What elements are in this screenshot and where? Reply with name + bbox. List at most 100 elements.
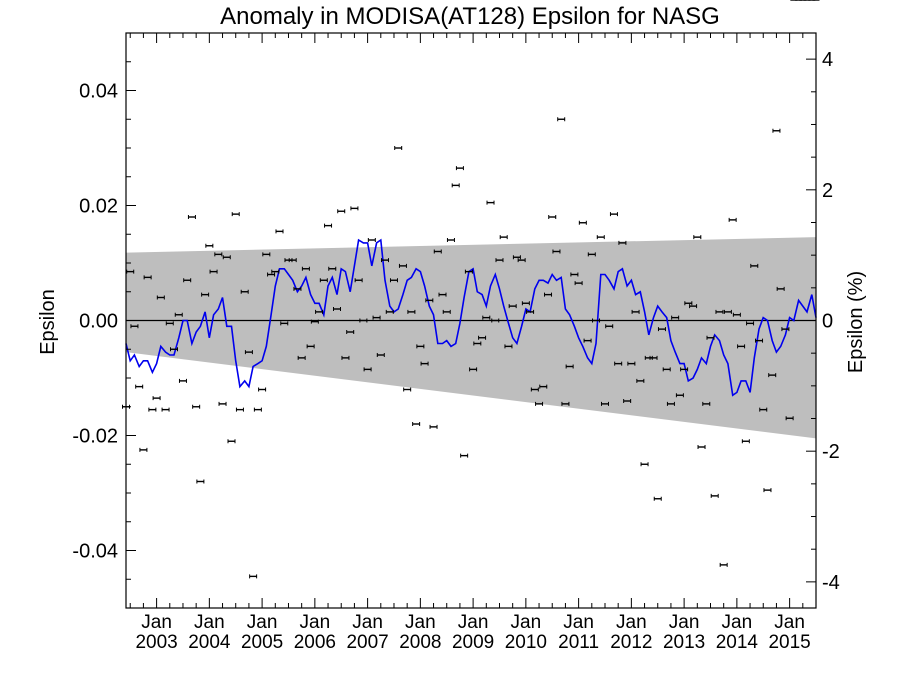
x-tick-label-year: 2009 xyxy=(452,632,494,653)
data-point xyxy=(671,315,680,320)
data-point xyxy=(201,292,210,297)
data-point xyxy=(244,350,253,355)
x-tick-label-year: 2003 xyxy=(135,632,177,653)
data-point xyxy=(640,462,649,467)
data-point xyxy=(372,315,381,320)
data-point xyxy=(178,378,187,383)
data-point xyxy=(389,278,398,283)
data-point xyxy=(785,416,794,421)
data-point xyxy=(473,341,482,346)
data-point xyxy=(486,200,495,205)
data-point xyxy=(530,387,539,392)
data-point xyxy=(548,215,557,219)
uncertainty-band xyxy=(126,237,816,439)
data-point xyxy=(512,255,521,260)
data-point xyxy=(433,249,442,254)
data-point xyxy=(394,146,403,150)
data-point xyxy=(446,238,455,242)
data-point xyxy=(649,355,658,360)
data-point xyxy=(499,235,508,240)
data-point xyxy=(750,263,759,268)
data-point xyxy=(363,367,372,372)
data-point xyxy=(196,479,205,484)
data-point xyxy=(675,393,684,398)
data-points-layer xyxy=(122,0,820,579)
data-point xyxy=(539,384,548,389)
data-point xyxy=(258,387,267,392)
data-point xyxy=(306,344,315,349)
data-point xyxy=(315,309,324,314)
data-point xyxy=(227,439,236,444)
data-point xyxy=(126,269,135,274)
data-point xyxy=(367,238,376,242)
x-tick-label-month: Jan xyxy=(616,612,647,633)
data-point xyxy=(478,335,487,340)
data-point xyxy=(218,401,227,406)
data-point xyxy=(618,240,627,245)
data-point xyxy=(249,574,258,579)
data-point xyxy=(609,212,618,217)
data-point xyxy=(451,183,460,188)
data-point xyxy=(469,367,478,372)
data-point xyxy=(596,235,605,240)
data-point xyxy=(235,407,244,412)
data-point xyxy=(723,309,732,314)
data-point xyxy=(768,373,777,378)
data-point xyxy=(693,235,702,240)
data-point xyxy=(214,252,223,257)
data-point xyxy=(702,401,711,406)
series-line-layer xyxy=(125,238,817,397)
data-point xyxy=(407,309,416,314)
data-point xyxy=(759,407,768,412)
x-tick-label-month: Jan xyxy=(722,612,753,633)
data-point xyxy=(222,255,231,260)
y-tick-label-right: 2 xyxy=(822,180,833,202)
data-point xyxy=(776,286,785,291)
data-point xyxy=(403,387,412,392)
data-point xyxy=(341,355,350,360)
data-point xyxy=(557,117,566,122)
data-point xyxy=(143,275,152,280)
data-point xyxy=(231,212,240,217)
x-tick-label-month: Jan xyxy=(774,612,805,633)
y-tick-label-right: 4 xyxy=(822,49,833,71)
data-point xyxy=(183,278,192,283)
data-point xyxy=(297,355,306,360)
data-point xyxy=(737,344,746,349)
x-tick-label-year: 2004 xyxy=(188,632,231,653)
data-point xyxy=(491,318,500,323)
x-tick-label-month: Jan xyxy=(194,612,225,633)
data-point xyxy=(578,220,587,225)
data-point xyxy=(187,215,196,219)
y-axis-label-left: Epsilon xyxy=(37,289,59,355)
data-point xyxy=(592,318,601,323)
data-point xyxy=(544,292,553,297)
data-point xyxy=(605,324,614,329)
data-point xyxy=(666,401,675,406)
data-point xyxy=(354,278,363,283)
data-point xyxy=(728,217,737,222)
data-point xyxy=(561,401,570,406)
y-tick-label-right: 0 xyxy=(822,311,833,333)
data-point xyxy=(464,269,473,274)
data-point xyxy=(741,439,750,444)
data-point xyxy=(174,312,183,317)
tick-labels-layer: 0.040.020.00-0.02-0.04420-2-4Jan2003Jan2… xyxy=(72,49,839,653)
y-tick-label-left: -0.02 xyxy=(72,426,118,448)
data-point xyxy=(209,269,218,274)
x-tick-label-year: 2008 xyxy=(399,632,441,653)
data-point xyxy=(271,269,280,274)
x-tick-label-year: 2014 xyxy=(716,632,759,653)
data-point xyxy=(398,263,407,268)
data-point xyxy=(337,209,346,214)
data-point xyxy=(455,166,464,171)
data-point xyxy=(288,258,297,263)
data-point xyxy=(412,422,421,426)
x-tick-label-month: Jan xyxy=(352,612,383,633)
data-point xyxy=(460,453,469,458)
x-tick-label-month: Jan xyxy=(511,612,542,633)
data-point xyxy=(755,338,764,343)
data-point xyxy=(552,249,561,254)
series-line-0 xyxy=(125,238,817,397)
